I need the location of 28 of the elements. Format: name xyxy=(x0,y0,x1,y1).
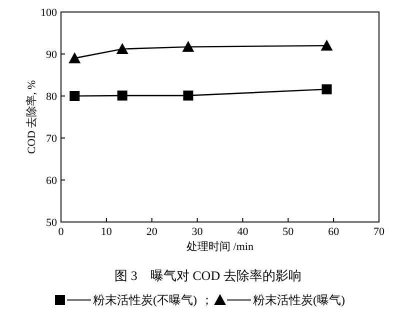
x-tick-label: 20 xyxy=(146,226,158,238)
y-tick-label: 100 xyxy=(40,7,58,19)
x-tick-label: 60 xyxy=(328,226,340,238)
x-tick-label: 10 xyxy=(100,226,112,238)
point xyxy=(68,52,81,64)
point xyxy=(117,90,128,101)
y-tick-label: 70 xyxy=(46,133,58,145)
point xyxy=(183,90,194,101)
point xyxy=(116,42,128,54)
y-tick-label: 50 xyxy=(46,217,58,229)
x-tick-label: 50 xyxy=(282,226,294,238)
x-axis-title: 处理时间 /min xyxy=(186,240,254,253)
y-tick-label: 90 xyxy=(46,49,58,61)
y-tick-label: 80 xyxy=(46,91,58,103)
x-tick-label: 30 xyxy=(192,226,204,238)
point xyxy=(182,40,194,52)
x-tick-label: 70 xyxy=(374,226,385,238)
x-tick-label: 40 xyxy=(237,226,249,238)
legend-label: 粉末活性炭(不曝气) xyxy=(93,293,197,307)
text: 图 3 曝气对 COD 去除率的影响 xyxy=(114,268,302,283)
legend-label: 粉末活性炭(曝气) xyxy=(253,293,345,307)
y-axis-title: COD 去除率, % xyxy=(25,80,38,154)
x-tick-label: 0 xyxy=(58,226,64,238)
y-tick-label: 60 xyxy=(46,175,58,187)
point xyxy=(320,40,333,51)
point xyxy=(70,91,80,101)
annotation: ； xyxy=(201,293,213,307)
point xyxy=(322,84,332,94)
